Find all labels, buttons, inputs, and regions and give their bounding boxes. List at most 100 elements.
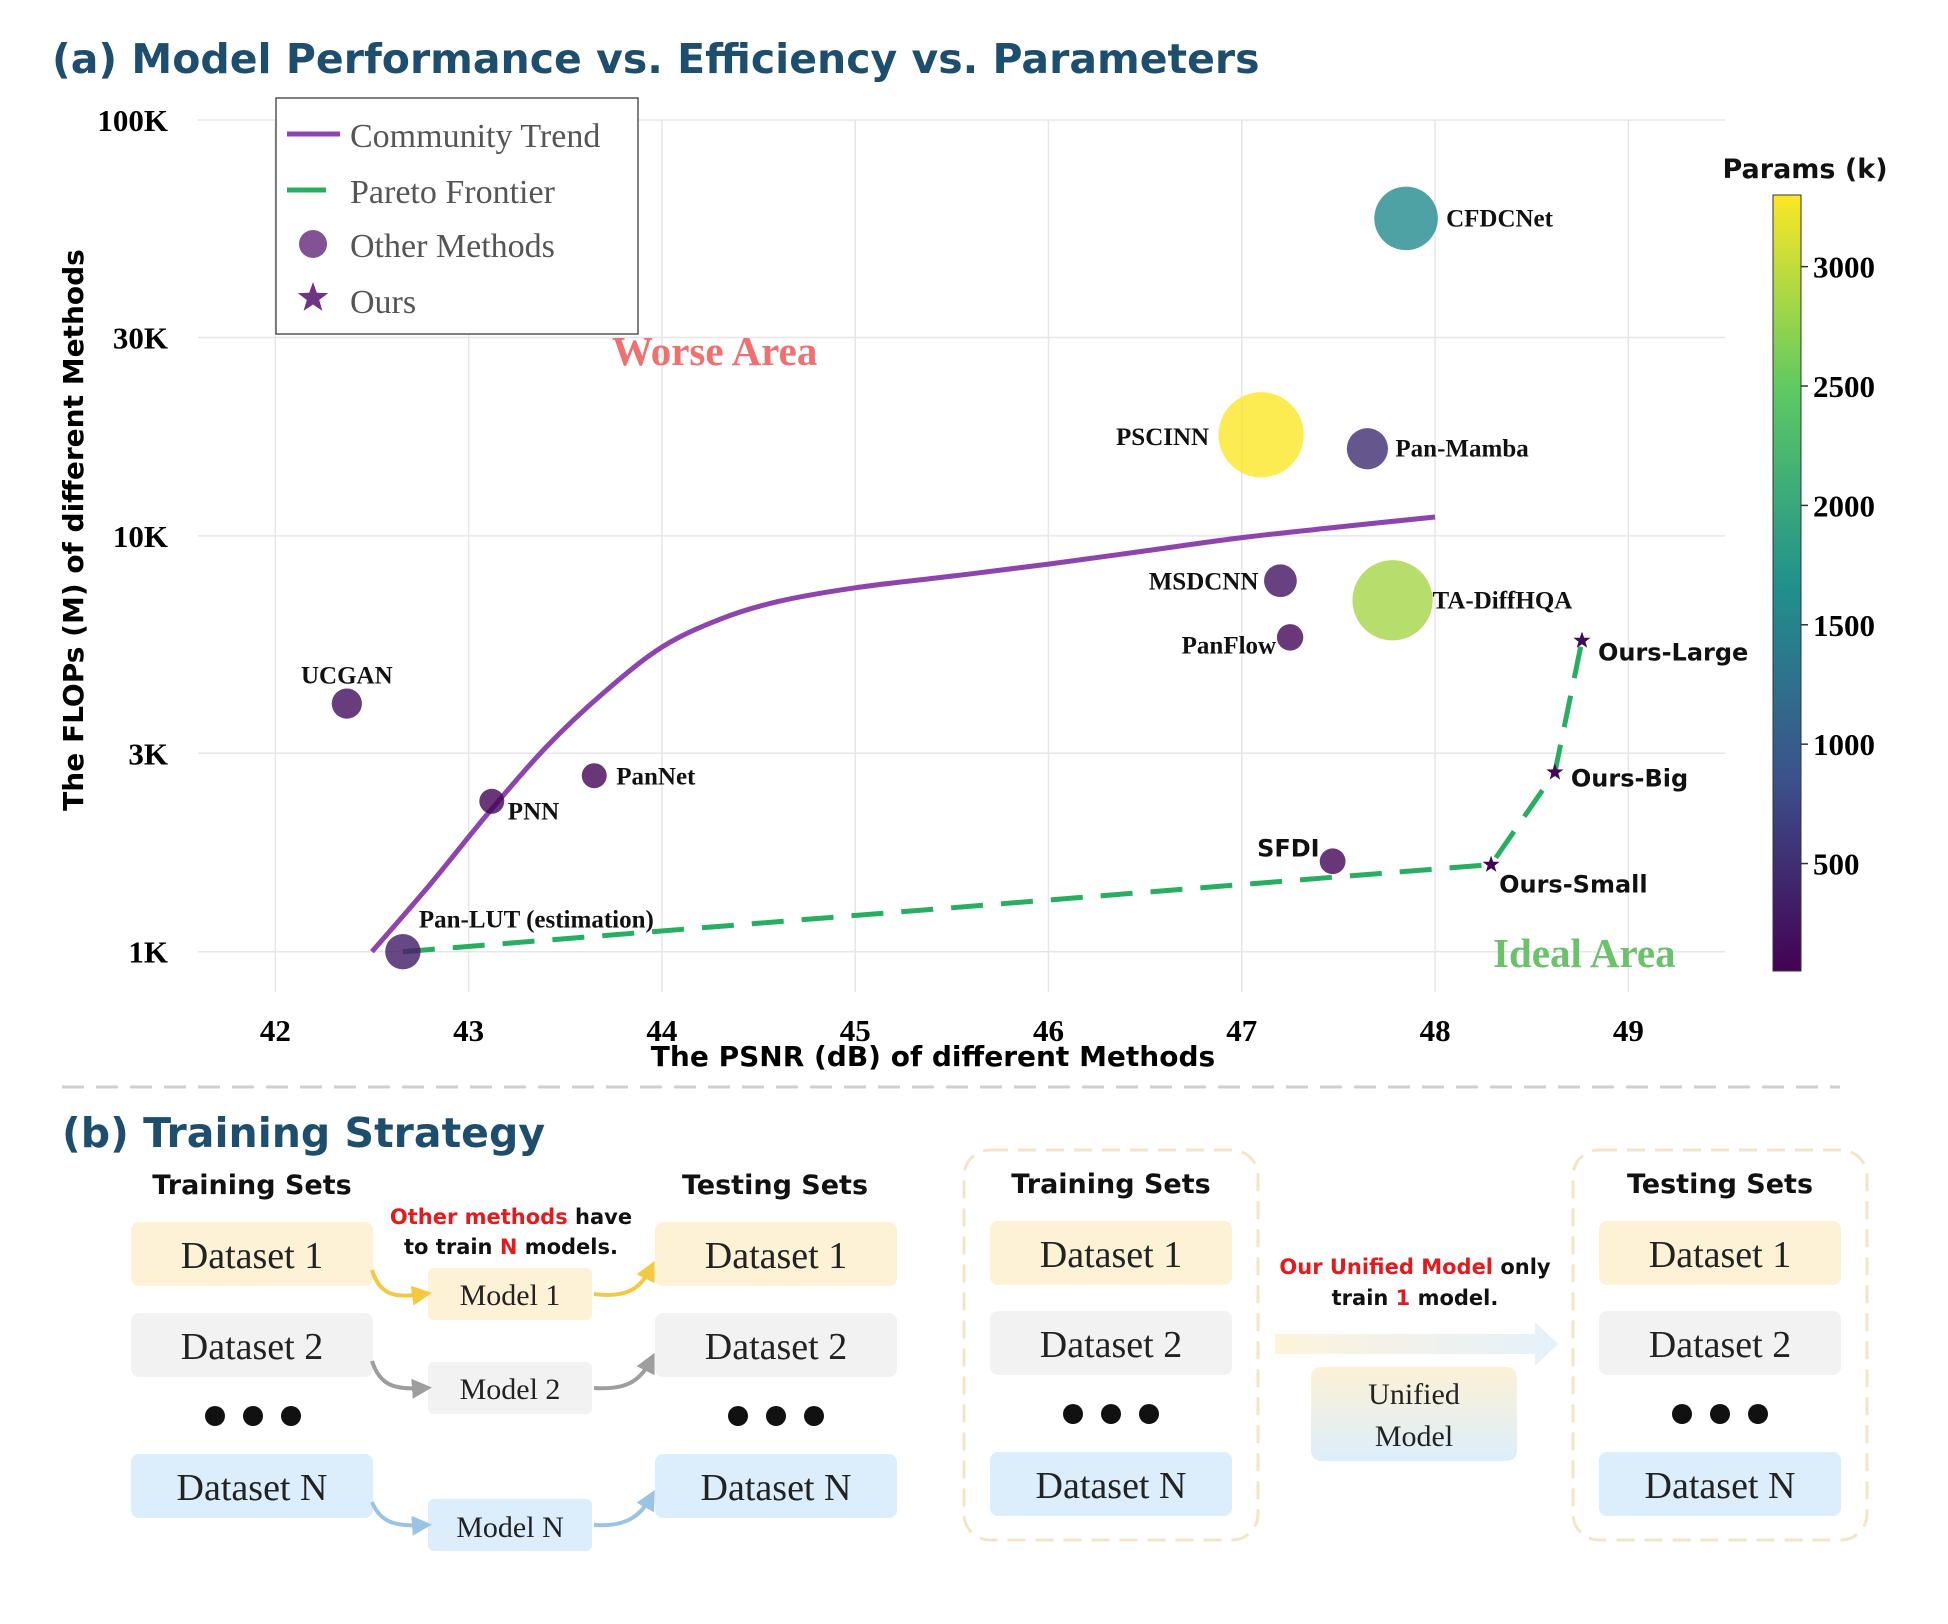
point-panflow: [1276, 624, 1304, 651]
y-tick-3K: 3K: [128, 736, 168, 771]
x-tick-45: 45: [840, 1013, 871, 1048]
right-test-label-2: Dataset 2: [1649, 1324, 1791, 1366]
legend-circle-swatch: [299, 230, 327, 258]
right-note-line1: Our Unified Model only: [1279, 1255, 1551, 1279]
right-train-label-2: Dataset 2: [1040, 1324, 1182, 1366]
point-pscinn: [1218, 392, 1304, 478]
left-train-label-n: Dataset N: [177, 1467, 328, 1509]
x-tick-48: 48: [1420, 1013, 1451, 1048]
legend-label-other: Other Methods: [350, 228, 555, 265]
legend: Community Trend Pareto Frontier Other Me…: [275, 97, 639, 335]
right-note-line2: train 1 model.: [1332, 1286, 1499, 1310]
x-tick-46: 46: [1033, 1013, 1064, 1048]
other-methods-scheme: Training Sets Testing Sets Other methods…: [131, 1170, 897, 1551]
y-axis-label: The FLOPs (M) of different Methods: [57, 249, 90, 811]
y-tick-30K: 30K: [113, 320, 168, 355]
label-panflow: PanFlow: [1182, 632, 1276, 659]
legend-label-trend: Community Trend: [350, 118, 600, 155]
label-pan-lut-estimation: Pan-LUT (estimation): [419, 907, 654, 934]
label-ta-diffhqa: TA-DiffHQA: [1433, 587, 1573, 614]
right-train-frame: [962, 1148, 1260, 1542]
left-train-box-2: [131, 1313, 373, 1377]
colorbar-tick-label-2500: 2500: [1813, 369, 1875, 404]
legend-label-ours: Ours: [350, 284, 416, 321]
right-test-frame: [1571, 1148, 1869, 1542]
right-training-head: Training Sets: [1011, 1169, 1210, 1200]
right-train-box-n: [990, 1452, 1232, 1516]
colorbar-title: Params (k): [1722, 154, 1887, 185]
arrow-model1-test1: [593, 1260, 655, 1297]
point-pan-mamba: [1346, 428, 1389, 470]
colorbar-tick-label-1000: 1000: [1813, 727, 1875, 762]
point-ucgan: [331, 688, 362, 719]
model-n-label: Model N: [456, 1511, 564, 1544]
left-test-box-1: [655, 1222, 897, 1286]
left-note-line1: Other methods have: [390, 1205, 632, 1229]
label-ours-large: Ours-Large: [1598, 639, 1748, 667]
y-tick-labels: 1K 3K 10K 30K 100K: [97, 103, 168, 970]
point-cfdcnet: [1374, 186, 1438, 251]
right-test-label-1: Dataset 1: [1649, 1234, 1791, 1276]
arrow-modelN-testN: [593, 1489, 655, 1528]
ideal-area-label: Ideal Area: [1493, 930, 1676, 976]
left-train-box-1: [131, 1222, 373, 1286]
model-2-label: Model 2: [460, 1373, 561, 1406]
left-test-ellipsis: [728, 1406, 824, 1426]
left-note-line2: to train N models.: [404, 1235, 618, 1259]
label-sfdi: SFDI: [1257, 834, 1320, 862]
right-train-label-n: Dataset N: [1036, 1465, 1187, 1507]
left-train-label-1: Dataset 1: [181, 1235, 323, 1277]
colorbar: Params (k) 3000 2500 2000 1500 1000 500: [1722, 154, 1888, 972]
label-cfdcnet: CFDCNet: [1446, 205, 1554, 232]
unified-model-line2: Model: [1375, 1420, 1453, 1453]
colorbar-tick-label-2000: 2000: [1813, 488, 1875, 523]
right-test-box-2: [1599, 1311, 1841, 1375]
right-train-box-1: [990, 1221, 1232, 1285]
data-points: [331, 186, 1591, 970]
panel-a-title: (a) Model Performance vs. Efficiency vs.…: [52, 35, 1260, 83]
y-tick-100K: 100K: [97, 103, 168, 138]
label-pnn: PNN: [508, 798, 559, 825]
unified-arrow: [1275, 1322, 1558, 1366]
legend-box: [275, 97, 639, 335]
unified-model-box: [1311, 1367, 1517, 1461]
point-ta-diffhqa: [1352, 560, 1433, 641]
left-test-label-n: Dataset N: [701, 1467, 852, 1509]
colorbar-tick-label-3000: 3000: [1813, 250, 1875, 285]
x-tick-47: 47: [1226, 1013, 1257, 1048]
left-train-box-n: [131, 1454, 373, 1518]
x-tick-44: 44: [646, 1013, 677, 1048]
left-test-label-2: Dataset 2: [705, 1326, 847, 1368]
colorbar-tick-label-1500: 1500: [1813, 608, 1875, 643]
label-pan-mamba: Pan-Mamba: [1395, 436, 1529, 463]
colorbar-gradient: [1772, 194, 1802, 972]
label-msdcnn: MSDCNN: [1149, 569, 1259, 596]
legend-star-icon: [297, 282, 329, 311]
left-train-label-2: Dataset 2: [181, 1326, 323, 1368]
x-tick-42: 42: [260, 1013, 291, 1048]
point-ours-small: [1482, 855, 1500, 872]
model-n-box: [428, 1499, 592, 1551]
label-pannet: PanNet: [616, 764, 696, 791]
model-1-box: [428, 1268, 592, 1320]
point-ours-large: [1573, 631, 1591, 648]
arrow-train2-model2: [370, 1360, 432, 1399]
right-train-box-2: [990, 1311, 1232, 1375]
y-tick-1K: 1K: [128, 935, 168, 970]
right-train-label-1: Dataset 1: [1040, 1234, 1182, 1276]
colorbar-tick-label-500: 500: [1813, 847, 1860, 882]
right-test-label-n: Dataset N: [1645, 1465, 1796, 1507]
arrow-model2-test2: [593, 1352, 655, 1391]
right-testing-head: Testing Sets: [1627, 1169, 1813, 1200]
left-training-head: Training Sets: [152, 1170, 351, 1201]
label-ours-big: Ours-Big: [1571, 764, 1688, 792]
model-2-box: [428, 1362, 592, 1414]
pareto-frontier-line: [402, 640, 1585, 955]
arrow-train1-model1: [370, 1269, 432, 1306]
arrow-trainN-modelN: [370, 1501, 432, 1536]
x-tick-49: 49: [1613, 1013, 1644, 1048]
panel-b-title: (b) Training Strategy: [62, 1109, 545, 1157]
right-test-box-n: [1599, 1452, 1841, 1516]
point-pannet: [581, 763, 607, 789]
